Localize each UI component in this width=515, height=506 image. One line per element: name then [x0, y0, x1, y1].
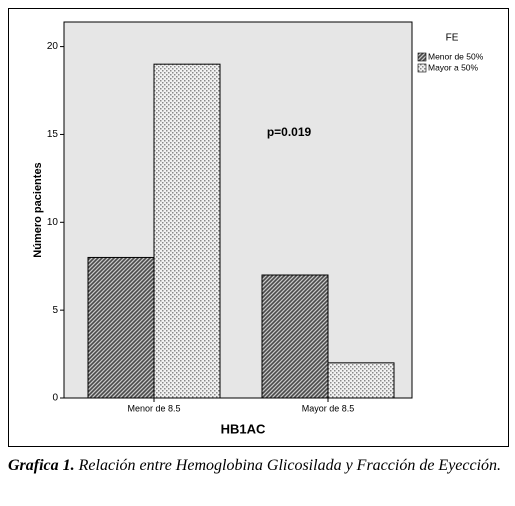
legend-label: Mayor a 50% [428, 62, 479, 72]
caption-label: Grafica 1. [8, 457, 75, 474]
bar [261, 274, 329, 399]
x-axis-label: HB1AC [221, 421, 266, 436]
y-axis-label: Número pacientes [32, 162, 44, 257]
legend-label: Menor de 50% [428, 51, 484, 61]
y-tick-label: 5 [52, 305, 58, 316]
y-tick-label: 15 [47, 129, 59, 140]
x-tick-label: Menor de 8.5 [127, 403, 180, 413]
y-tick-label: 0 [52, 393, 58, 404]
bar [87, 256, 155, 399]
y-tick-label: 10 [47, 217, 59, 228]
frame [8, 8, 509, 447]
caption-text: Relación entre Hemoglobina Glicosilada y… [78, 457, 502, 474]
bar [327, 362, 395, 399]
x-tick-label: Mayor de 8.5 [302, 403, 355, 413]
bar [153, 63, 221, 399]
y-tick-label: 20 [47, 41, 59, 52]
chart: HB1AC Número pacientes 0 5 10 15 20 Menor de … [8, 8, 509, 447]
legend-swatch [417, 52, 427, 62]
legend-title: FE [446, 33, 459, 44]
legend-swatch [417, 63, 427, 73]
annotation: p=0.019 [267, 125, 312, 139]
caption: Grafica 1. Relación entre Hemoglobina Gl… [8, 456, 508, 475]
